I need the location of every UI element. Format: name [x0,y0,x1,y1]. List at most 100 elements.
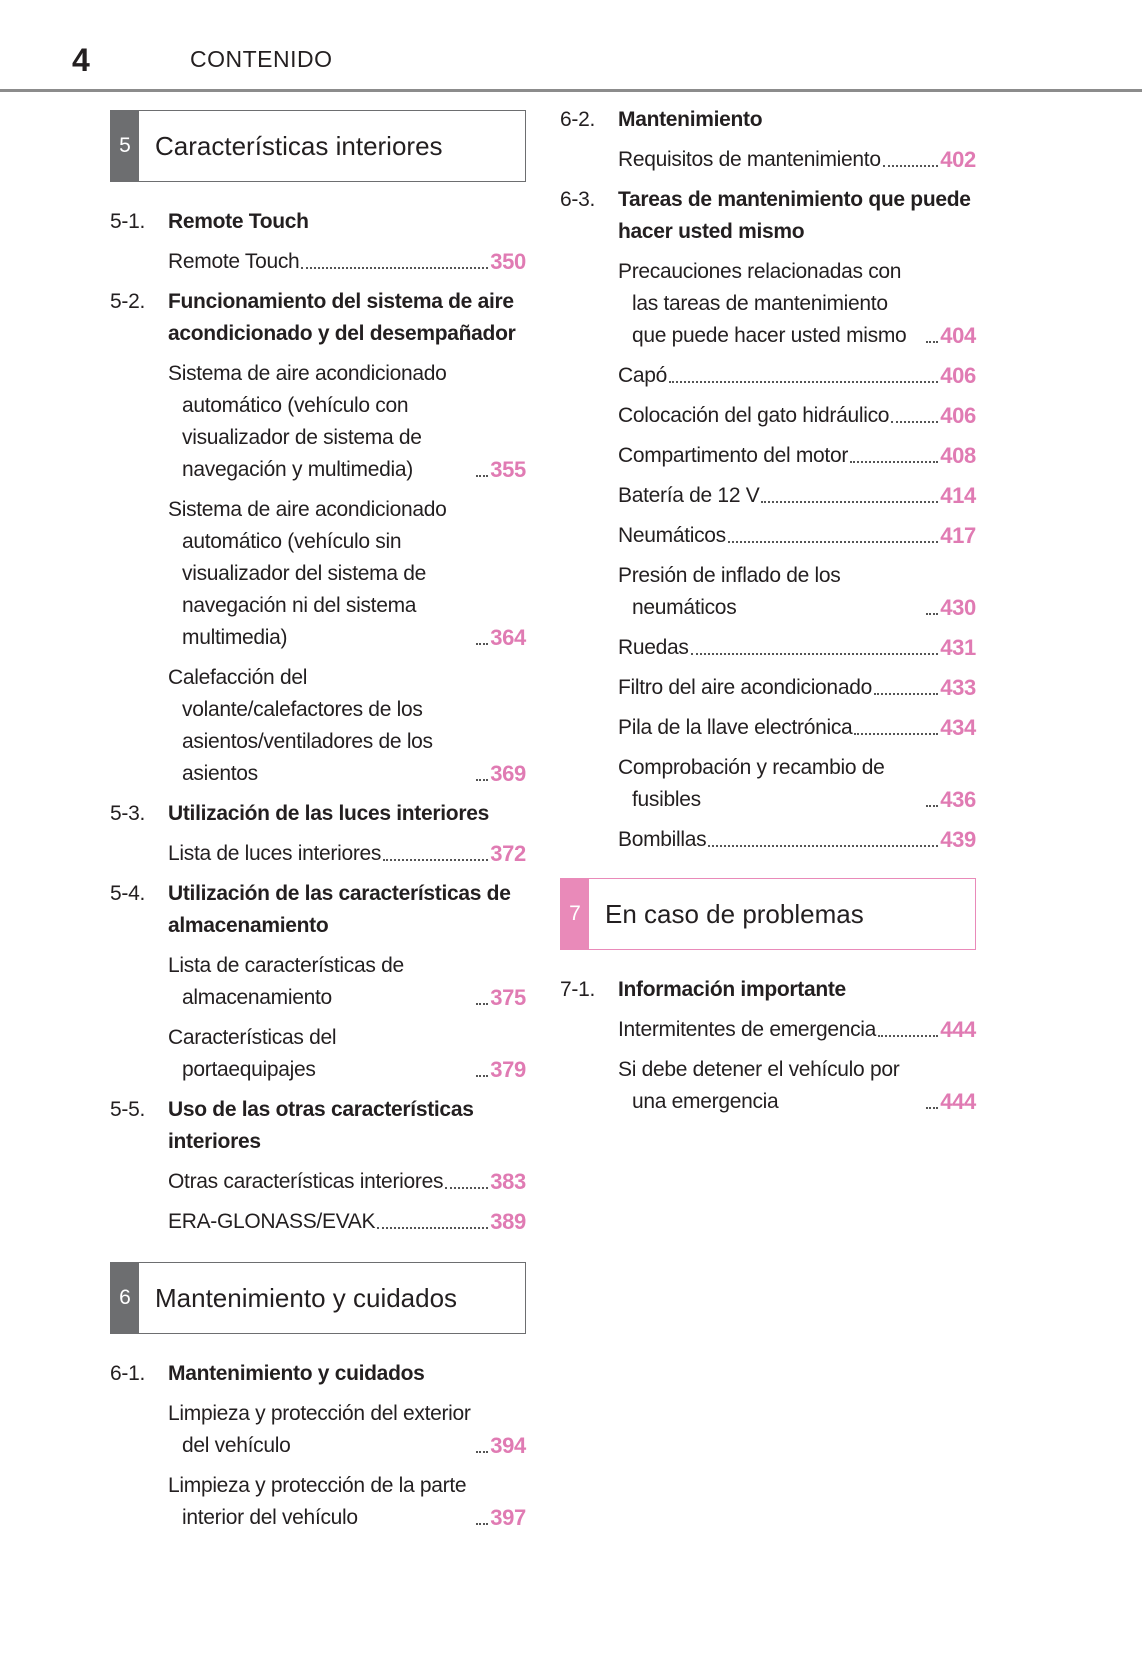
header-rule [0,89,1142,92]
page-ref: 379 [490,1057,526,1082]
page-ref: 439 [940,827,976,852]
page-ref: 444 [940,1089,976,1114]
section-title: Mantenimiento y cuidados [168,1362,425,1385]
entry-title: Sistema de aire acondicionado automático… [168,498,447,649]
section: 6-2. Mantenimiento Requisitos de mantenimi… [560,104,976,176]
toc-entry: Remote Touch 350 [168,246,526,278]
section: 5-3. Utilización de las luces interiores L… [110,798,526,870]
entry-title: Presión de inflado de los neumáticos [618,564,841,619]
toc-entry: Sistema de aire acondicionado automático… [168,358,526,486]
page-ref: 408 [940,443,976,468]
toc-entry: Otras características interiores 383 [168,1166,526,1198]
entry-title: Otras características interiores [168,1170,444,1193]
toc-entry: Comprobación y recambio de fusibles 436 [618,752,976,816]
toc-entry: Pila de la llave electrónica 434 [618,712,976,744]
section-number: 5-2. [110,290,145,313]
chapter-number: 6 [111,1263,139,1333]
page-ref: 364 [490,625,526,650]
entry-title: Compartimento del motor [618,444,849,467]
dot-leader [926,1107,939,1109]
section-heading: 7-1. Información importante [560,974,976,1006]
section-number: 7-1. [560,978,595,1001]
chapter-box: 7 En caso de problemas [560,878,976,950]
entry-title: Comprobación y recambio de fusibles [618,756,885,811]
column: 5 Características interiores 5-1. Remote To… [110,110,526,1542]
page-ref: 430 [940,595,976,620]
section-number: 5-5. [110,1098,145,1121]
entry-title: Pila de la llave electrónica [618,716,853,739]
toc-entry: Lista de características de almacenamien… [168,950,526,1014]
entry-title: Características del portaequipajes [168,1026,337,1081]
dot-leader [878,1035,939,1037]
dot-leader [690,653,939,655]
dot-leader [476,475,489,477]
page-ref: 414 [940,483,976,508]
page-ref: 389 [490,1209,526,1234]
dot-leader [476,1003,489,1005]
section-number: 6-2. [560,108,595,131]
toc-entry: Lista de luces interiores 372 [168,838,526,870]
dot-leader [891,421,939,423]
entry-title: Filtro del aire acondicionado [618,676,872,699]
toc-entry: Sistema de aire acondicionado automático… [168,494,526,654]
dot-leader [476,643,489,645]
page-ref: 417 [940,523,976,548]
toc-entry: Si debe detener el vehículo por una emer… [618,1054,976,1118]
page-ref: 406 [940,363,976,388]
chapter-title: Mantenimiento y cuidados [155,1282,458,1313]
section-title: Uso de las otras características interio… [168,1098,474,1153]
page-ref: 372 [490,841,526,866]
dot-leader [873,693,939,695]
page-ref: 431 [940,635,976,660]
entry-title: Requisitos de mantenimiento [618,148,881,171]
chapter-box: 6 Mantenimiento y cuidados [110,1262,526,1334]
page-ref: 355 [490,457,526,482]
section-number: 5-1. [110,210,145,233]
entry-title: Batería de 12 V [618,484,760,507]
page-ref: 433 [940,675,976,700]
dot-leader [926,805,939,807]
section: 5-1. Remote Touch Remote Touch 350 [110,206,526,278]
dot-leader [727,541,939,543]
toc-entry: Capó 406 [618,360,976,392]
page-ref: 444 [940,1017,976,1042]
dot-leader [301,267,489,269]
toc-entry: Limpieza y protección del exterior del v… [168,1398,526,1462]
dot-leader [854,733,939,735]
section-heading: 5-2. Funcionamiento del sistema de aire a… [110,286,526,350]
entry-title: Limpieza y protección del exterior del v… [168,1402,471,1457]
toc-entry: Colocación del gato hidráulico 406 [618,400,976,432]
dot-leader [377,1227,489,1229]
section-number: 6-1. [110,1362,145,1385]
section-number: 6-3. [560,188,595,211]
page-ref: 375 [490,985,526,1010]
dot-leader [926,613,939,615]
chapter-title: Características interiores [155,130,443,161]
section-heading: 5-1. Remote Touch [110,206,526,238]
toc-entry: Ruedas 431 [618,632,976,664]
section-title: Información importante [618,978,846,1001]
section-title: Tareas de mantenimiento que puede hacer … [618,188,971,243]
section-title: Utilización de las características de al… [168,882,511,937]
toc-entry: Limpieza y protección de la parte interi… [168,1470,526,1534]
page-ref: 397 [490,1505,526,1530]
dot-leader [476,1523,489,1525]
entry-title: Sistema de aire acondicionado automático… [168,362,447,481]
toc-entry: Compartimento del motor 408 [618,440,976,472]
chapter-title: En caso de problemas [605,898,864,929]
page-ref: 383 [490,1169,526,1194]
dot-leader [882,165,939,167]
entry-title: Remote Touch [168,250,300,273]
dot-leader [476,779,489,781]
page-ref: 406 [940,403,976,428]
section-title: Remote Touch [168,210,309,233]
entry-title: Calefacción del volante/calefactores de … [168,666,433,785]
entry-title: Neumáticos [618,524,726,547]
toc-entry: Filtro del aire acondicionado 433 [618,672,976,704]
toc-entry: Calefacción del volante/calefactores de … [168,662,526,790]
dot-leader [445,1187,489,1189]
page-ref: 350 [490,249,526,274]
section: 6-3. Tareas de mantenimiento que puede ha… [560,184,976,856]
page-ref: 402 [940,147,976,172]
